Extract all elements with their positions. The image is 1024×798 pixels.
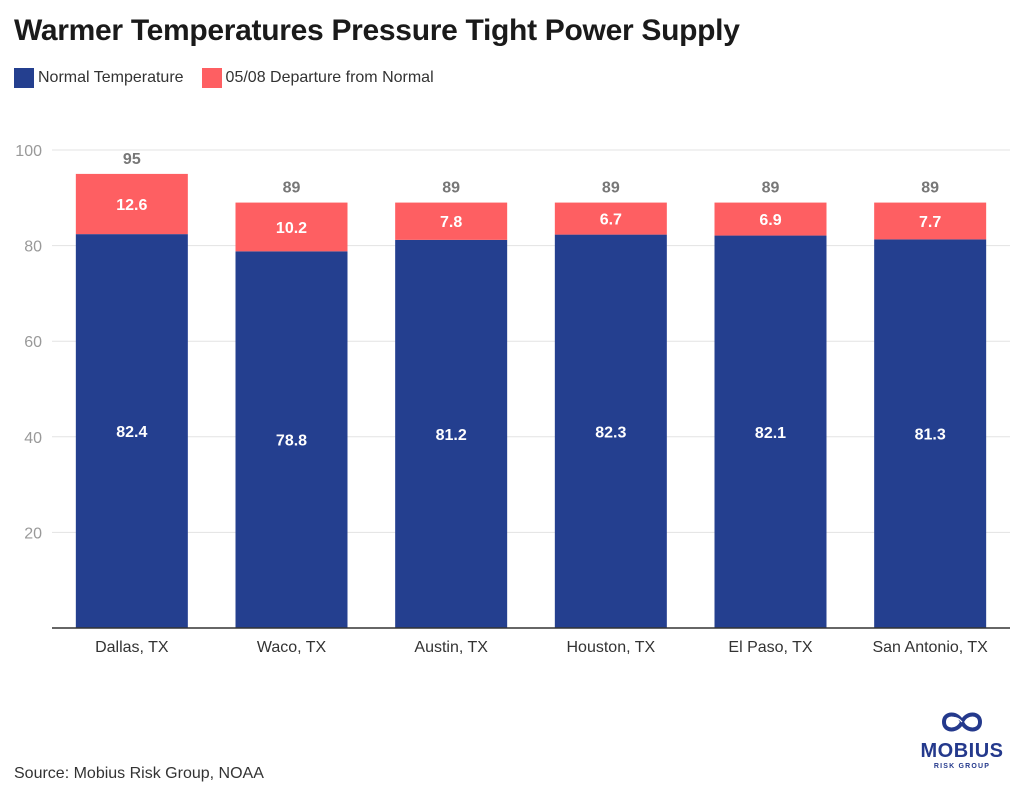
x-tick-label: Dallas, TX	[95, 639, 169, 656]
data-label-normal: 82.1	[755, 425, 786, 442]
bar-departure	[714, 202, 827, 236]
x-tick-label: San Antonio, TX	[872, 639, 988, 656]
data-label-departure: 12.6	[116, 197, 147, 214]
legend-swatch-departure	[201, 68, 222, 88]
data-label-departure: 6.9	[759, 212, 781, 229]
data-label-departure: 10.2	[276, 220, 307, 237]
bar-normal	[395, 239, 508, 628]
bar-departure	[554, 202, 667, 235]
y-tick-label: 20	[24, 525, 42, 542]
data-label-departure: 6.7	[600, 212, 622, 229]
data-label-normal: 81.2	[436, 427, 467, 444]
x-tick-label: El Paso, TX	[728, 639, 813, 656]
bar-normal	[874, 239, 987, 629]
total-label: 89	[921, 180, 939, 197]
data-label-departure: 7.7	[919, 214, 941, 231]
data-label-normal: 82.4	[116, 424, 147, 441]
y-tick-label: 100	[15, 143, 42, 160]
chart-title: Warmer Temperatures Pressure Tight Power…	[14, 14, 740, 47]
total-label: 95	[123, 151, 141, 168]
total-label: 89	[762, 180, 780, 197]
x-tick-label: Houston, TX	[567, 639, 656, 656]
bar-departure	[874, 202, 987, 240]
total-label: 89	[602, 180, 620, 197]
bar-departure	[75, 173, 188, 235]
y-tick-label: 60	[24, 334, 42, 351]
bar-normal	[75, 234, 188, 629]
mobius-infinity-icon	[941, 712, 983, 732]
data-label-normal: 78.8	[276, 433, 307, 450]
mobius-logo: MOBIUS RISK GROUP	[914, 708, 1010, 770]
data-label-normal: 82.3	[595, 424, 626, 441]
data-label-normal: 81.3	[915, 427, 946, 444]
bar-normal	[554, 234, 667, 628]
y-tick-label: 80	[24, 239, 42, 256]
legend-item-departure: 05/08 Departure from Normal	[201, 68, 434, 88]
bar-departure	[395, 202, 508, 240]
logo-subtitle: RISK GROUP	[933, 763, 991, 770]
total-label: 89	[442, 180, 460, 197]
source-note: Source: Mobius Risk Group, NOAA	[14, 765, 264, 782]
y-tick-label: 40	[24, 430, 42, 447]
bar-normal	[235, 251, 348, 628]
logo-wordmark: MOBIUS	[920, 740, 1004, 762]
bar-departure	[235, 202, 348, 252]
legend-item-normal: Normal Temperature	[14, 68, 184, 88]
legend-label-normal: Normal Temperature	[38, 69, 184, 86]
legend-swatch-normal	[14, 68, 34, 88]
data-label-departure: 7.8	[440, 214, 462, 231]
legend-label-departure: 05/08 Departure from Normal	[225, 69, 434, 86]
total-label: 89	[283, 180, 301, 197]
x-tick-label: Waco, TX	[257, 639, 327, 656]
legend: Normal Temperature 05/08 Departure from …	[14, 68, 434, 88]
x-tick-label: Austin, TX	[414, 639, 488, 656]
bar-normal	[714, 235, 827, 628]
